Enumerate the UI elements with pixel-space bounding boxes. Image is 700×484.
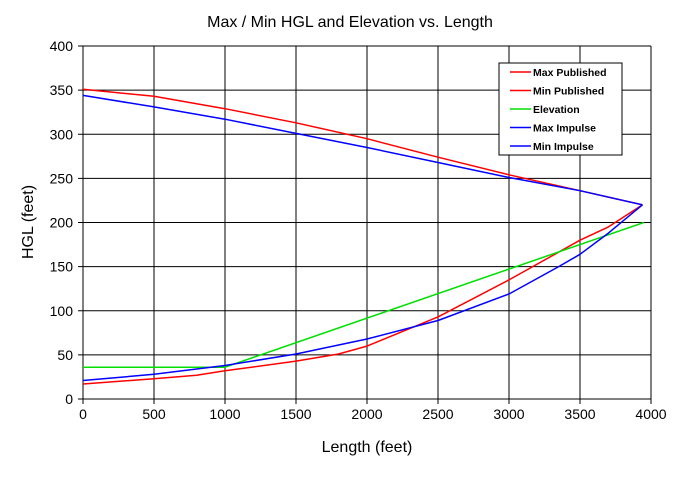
x-tick-label: 0: [79, 406, 87, 422]
x-tick-label: 2000: [351, 406, 382, 422]
series-lines: [82, 88, 645, 385]
y-tick-label: 250: [50, 170, 74, 186]
x-tick-label: 2500: [422, 406, 453, 422]
y-tick-label: 150: [50, 259, 74, 275]
legend-label: Min Impulse: [533, 141, 594, 153]
x-tick-label: 1500: [280, 406, 311, 422]
y-tick-label: 350: [50, 82, 74, 98]
series-line-min-published: [82, 204, 643, 385]
legend-label: Max Impulse: [533, 123, 596, 135]
x-tick-label: 4000: [635, 406, 666, 422]
y-tick-label: 200: [50, 215, 74, 231]
series-line-elevation: [83, 221, 645, 368]
series-line-min-impulse: [82, 204, 643, 382]
chart-title: Max / Min HGL and Elevation vs. Length: [207, 14, 493, 31]
x-tick-label: 500: [142, 406, 166, 422]
y-tick-label: 400: [50, 38, 74, 54]
legend-label: Elevation: [533, 104, 580, 116]
y-tick-label: 300: [50, 126, 74, 142]
y-tick-label: 100: [50, 303, 74, 319]
legend: Max Published Min Published Elevation Max I…: [498, 62, 623, 156]
legend-label: Min Published: [533, 86, 604, 98]
series-line-max-published: [82, 88, 643, 206]
y-axis-label: HGL (feet): [20, 185, 37, 259]
x-tick-label: 3500: [564, 406, 595, 422]
x-tick-label: 3000: [493, 406, 524, 422]
legend-label: Max Published: [533, 67, 607, 79]
x-axis-label: Length (feet): [322, 439, 413, 456]
x-tick-label: 1000: [209, 406, 240, 422]
series-line-max-impulse: [82, 94, 643, 206]
y-tick-label: 50: [57, 347, 73, 363]
y-tick-label: 0: [65, 391, 73, 407]
